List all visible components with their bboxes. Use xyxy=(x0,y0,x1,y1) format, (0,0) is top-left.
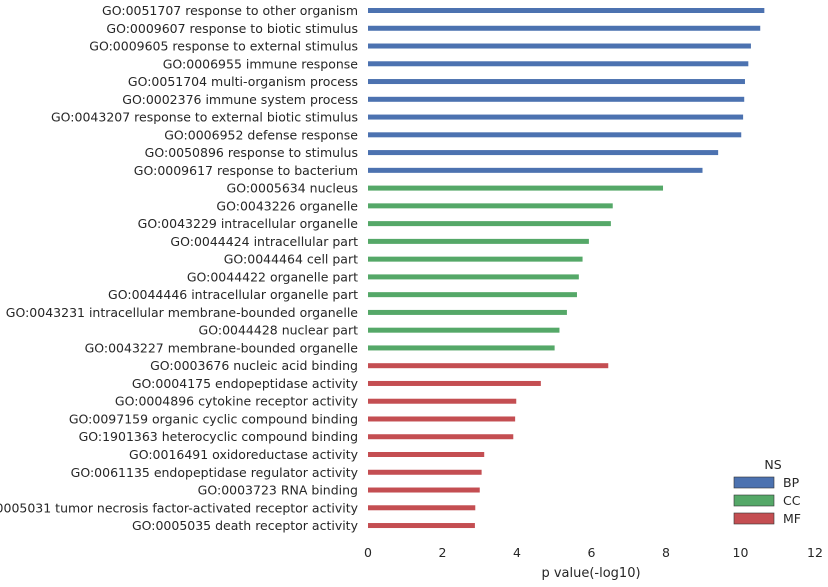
category-label-20: GO:0043227 membrane-bounded organelle xyxy=(85,340,359,355)
bar-12 xyxy=(368,203,613,209)
category-label-29: GO:0005031 tumor necrosis factor-activat… xyxy=(0,500,359,515)
legend-label-cc: CC xyxy=(783,493,801,508)
category-label-28: GO:0003723 RNA binding xyxy=(198,483,358,498)
category-label-14: GO:0044424 intracellular part xyxy=(170,234,358,249)
category-label-22: GO:0004175 endopeptidase activity xyxy=(132,376,359,391)
legend-swatch-mf xyxy=(733,512,775,525)
category-label-6: GO:0002376 immune system process xyxy=(122,92,358,107)
category-label-26: GO:0016491 oxidoreductase activity xyxy=(129,447,359,462)
legend-title: NS xyxy=(764,457,781,472)
category-labels: GO:0051707 response to other organism GO:… xyxy=(0,3,359,533)
category-label-21: GO:0003676 nucleic acid binding xyxy=(150,358,358,373)
category-label-23: GO:0004896 cytokine receptor activity xyxy=(115,394,359,409)
category-label-25: GO:1901363 heterocyclic compound binding xyxy=(79,429,358,444)
category-label-19: GO:0044428 nuclear part xyxy=(199,323,359,338)
x-tick-label-10: 10 xyxy=(733,545,749,560)
bar-5 xyxy=(368,79,745,85)
legend-label-mf: MF xyxy=(783,511,801,526)
category-label-8: GO:0006952 defense response xyxy=(164,127,358,142)
category-label-18: GO:0043231 intracellular membrane-bounde… xyxy=(6,305,359,320)
bar-1 xyxy=(368,8,765,13)
category-label-2: GO:0009607 response to biotic stimulus xyxy=(106,21,358,36)
category-label-7: GO:0043207 response to external biotic s… xyxy=(51,110,358,125)
x-tick-label-2: 2 xyxy=(439,545,447,560)
bar-6 xyxy=(368,96,745,102)
x-axis-ticks: 0 2 4 6 8 10 12 xyxy=(364,545,823,560)
category-label-12: GO:0043226 organelle xyxy=(216,198,358,213)
category-label-10: GO:0009617 response to bacterium xyxy=(134,163,358,178)
bar-4 xyxy=(368,61,749,67)
legend-swatch-bp xyxy=(733,476,775,489)
bar-10 xyxy=(368,167,703,173)
bar-8 xyxy=(368,132,742,138)
category-label-30: GO:0005035 death receptor activity xyxy=(132,518,359,533)
bar-24 xyxy=(368,416,516,422)
category-label-5: GO:0051704 multi-organism process xyxy=(128,74,358,89)
bar-13 xyxy=(368,221,611,227)
category-label-16: GO:0044422 organelle part xyxy=(187,269,358,284)
category-label-9: GO:0050896 response to stimulus xyxy=(145,145,358,160)
bar-29 xyxy=(368,505,476,511)
bar-22 xyxy=(368,380,541,386)
x-tick-label-12: 12 xyxy=(807,545,823,560)
bar-2 xyxy=(368,25,761,31)
bar-3 xyxy=(368,43,751,49)
bar-27 xyxy=(368,469,482,475)
legend-swatch-cc xyxy=(733,494,775,507)
bar-17 xyxy=(368,292,577,298)
bar-14 xyxy=(368,238,589,244)
bar-21 xyxy=(368,363,609,369)
category-label-27: GO:0061135 endopeptidase regulator activ… xyxy=(71,465,359,480)
category-label-24: GO:0097159 organic cyclic compound bindi… xyxy=(69,411,358,426)
x-tick-label-8: 8 xyxy=(662,545,670,560)
bars xyxy=(368,8,765,529)
x-tick-label-4: 4 xyxy=(513,545,521,560)
bar-23 xyxy=(368,398,517,404)
bar-7 xyxy=(368,114,744,120)
bar-20 xyxy=(368,345,555,351)
bar-16 xyxy=(368,274,579,280)
x-tick-label-0: 0 xyxy=(364,545,372,560)
category-label-17: GO:0044446 intracellular organelle part xyxy=(108,287,358,302)
category-label-11: GO:0005634 nucleus xyxy=(227,181,358,196)
bar-18 xyxy=(368,309,567,315)
bar-28 xyxy=(368,487,480,493)
bar-9 xyxy=(368,150,719,156)
x-tick-label-6: 6 xyxy=(588,545,596,560)
legend-label-bp: BP xyxy=(783,475,800,490)
category-label-1: GO:0051707 response to other organism xyxy=(102,3,358,18)
bar-19 xyxy=(368,327,560,333)
category-label-15: GO:0044464 cell part xyxy=(224,252,358,267)
category-label-3: GO:0009605 response to external stimulus xyxy=(89,39,358,54)
bar-15 xyxy=(368,256,583,262)
legend: NS BP CC MF xyxy=(733,457,801,526)
bar-25 xyxy=(368,434,514,440)
x-axis-title: p value(-log10) xyxy=(541,566,640,581)
bar-26 xyxy=(368,452,485,457)
bar-30 xyxy=(368,523,475,529)
category-label-13: GO:0043229 intracellular organelle xyxy=(138,216,359,231)
category-label-4: GO:0006955 immune response xyxy=(163,56,359,71)
bar-11 xyxy=(368,185,664,191)
